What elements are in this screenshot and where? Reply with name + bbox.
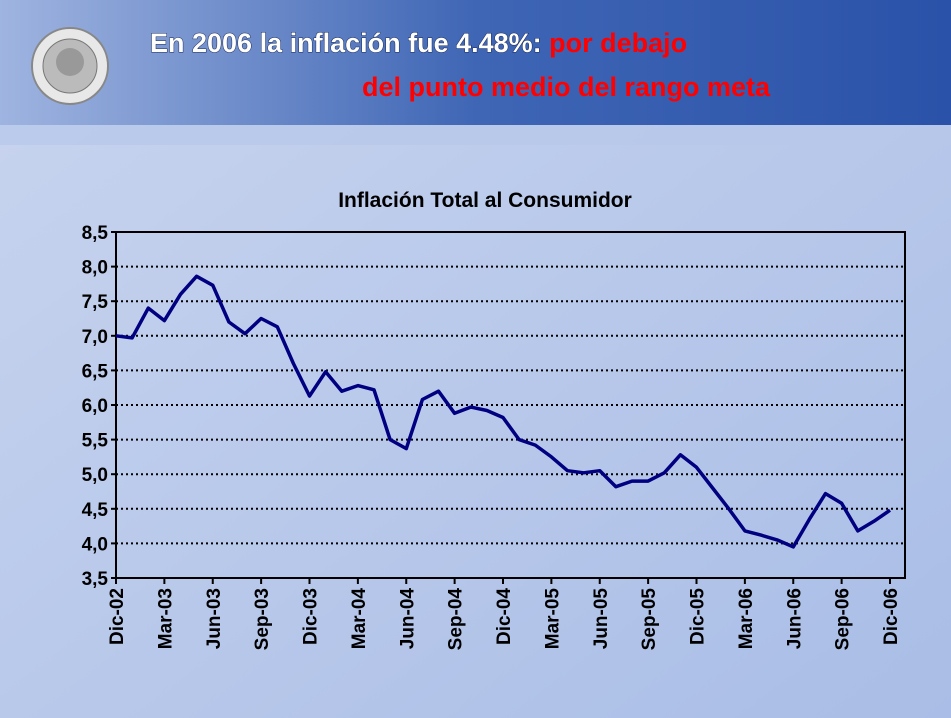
x-tick-label: Mar-04 <box>349 588 370 650</box>
x-tick-label: Jun-04 <box>397 588 418 650</box>
plot-frame <box>115 231 906 579</box>
slide-title-line1: En 2006 la inflación fue 4.48%: por deba… <box>150 28 687 58</box>
y-tick-label: 4,0 <box>82 534 108 555</box>
y-tick-label: 8,0 <box>82 258 108 279</box>
y-tick-label: 5,5 <box>82 431 109 452</box>
data-line <box>115 274 891 549</box>
x-tick-label: Dic-02 <box>107 588 128 645</box>
x-tick-label: Jun-03 <box>204 588 225 649</box>
x-tick-label: Dic-04 <box>494 588 515 645</box>
x-tick-label: Sep-03 <box>252 588 273 650</box>
y-tick-label: 6,5 <box>82 361 109 382</box>
x-tick-label: Sep-05 <box>639 588 660 651</box>
chart-title: Inflación Total al Consumidor <box>338 189 632 212</box>
x-tick-label: Mar-05 <box>542 588 563 650</box>
x-tick-label: Dic-06 <box>881 588 902 645</box>
y-tick-label: 8,5 <box>82 223 109 244</box>
slide-title-line2: del punto medio del rango meta <box>362 72 771 102</box>
title-text: En 2006 la inflación fue 4.48%: <box>150 28 549 58</box>
logo <box>31 27 109 105</box>
y-tick-label: 4,5 <box>82 500 109 521</box>
logo-head <box>56 48 84 76</box>
x-tick-label: Jun-05 <box>591 588 612 650</box>
y-tick-label: 3,5 <box>82 569 109 590</box>
x-tick-label: Sep-04 <box>446 588 467 651</box>
x-tick-label: Sep-06 <box>833 588 854 650</box>
y-tick-label: 7,0 <box>82 327 108 348</box>
x-tick-label: Dic-05 <box>688 588 709 645</box>
chart: Inflación Total al Consumidor 3,5 4,0 4,5 5,… <box>82 189 906 651</box>
y-tick-label: 5,0 <box>82 465 108 486</box>
x-tick-label: Mar-06 <box>736 588 757 649</box>
y-tick-label: 6,0 <box>82 396 108 417</box>
title-highlight: por debajo <box>549 28 687 58</box>
header-shadow <box>0 125 951 145</box>
header-band <box>0 0 951 125</box>
x-tick-label: Mar-03 <box>155 588 176 649</box>
y-tick-label: 7,5 <box>82 292 109 313</box>
x-tick-label: Dic-03 <box>301 588 322 645</box>
x-tick-label: Jun-06 <box>784 588 805 649</box>
